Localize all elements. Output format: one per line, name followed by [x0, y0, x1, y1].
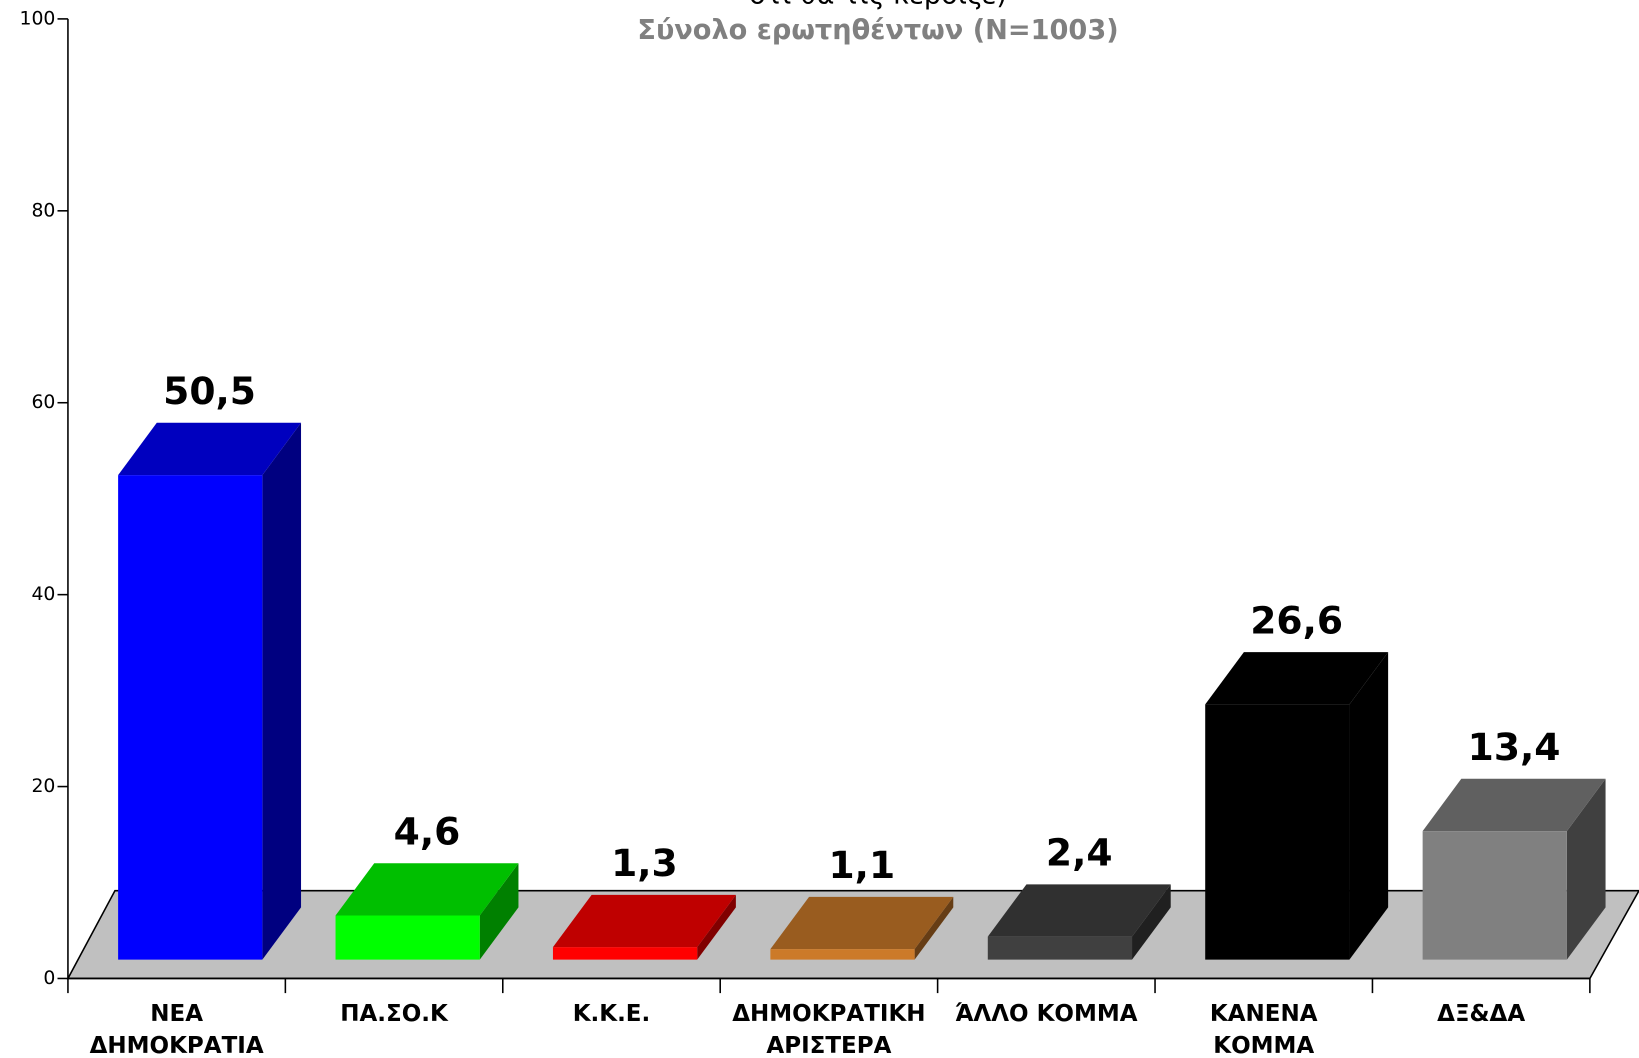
value-label: 50,5 [163, 369, 256, 413]
bar [987, 884, 1171, 960]
bar-top [118, 422, 302, 476]
bar [770, 896, 954, 960]
chart-subtitle: Σύνολο ερωτηθέντων (Ν=1003) [637, 15, 1118, 46]
bar [1205, 652, 1389, 960]
bar-front [770, 949, 915, 960]
y-tick-label: 80 [31, 200, 55, 221]
x-tick-label: ΝΕΑ ΔΗΜΟΚΡΑΤΙΑ [89, 1001, 264, 1058]
bar-top [987, 884, 1171, 937]
bar-front [118, 475, 263, 960]
value-label: 1,3 [611, 841, 678, 885]
y-tick-label: 0 [43, 968, 55, 989]
x-tick-label: ΆΛΛΟ ΚΟΜΜΑ [955, 1001, 1138, 1028]
value-label: 2,4 [1046, 831, 1113, 875]
x-tick-label: ΚΑΝΕΝΑ ΚΟΜΜΑ [1209, 1001, 1318, 1058]
bar-front [552, 947, 698, 960]
bar-side [914, 896, 954, 960]
value-label: 26,6 [1250, 598, 1343, 642]
bar-side [1132, 884, 1171, 960]
value-label: 1,1 [829, 843, 896, 887]
bar [1422, 778, 1606, 960]
x-tick-label: Κ.Κ.Ε. [572, 1001, 651, 1028]
bar-front [987, 936, 1133, 960]
bar-front [1205, 704, 1350, 960]
x-tick-label: ΔΗΜΟΚΡΑΤΙΚΗ ΑΡΙΣΤΕΡΑ [732, 1001, 926, 1058]
bar-top [552, 894, 736, 948]
x-tick-label: ΔΞ&ΔΑ [1437, 1001, 1526, 1028]
y-tick-label: 60 [31, 392, 55, 413]
y-tick-label: 100 [20, 8, 56, 29]
bar-side [697, 894, 736, 960]
x-tick-label: ΠΑ.ΣΟ.Κ [340, 1001, 448, 1028]
value-label: 4,6 [394, 809, 461, 853]
bar [335, 863, 519, 960]
y-tick-label: 40 [31, 584, 55, 605]
bar [118, 422, 302, 960]
bar-top [335, 863, 519, 916]
bar-front [335, 915, 480, 960]
bar-side [1349, 652, 1389, 960]
y-tick-label: 20 [31, 776, 55, 797]
bar-side [262, 422, 302, 960]
bar-side [479, 863, 519, 960]
bar-top [770, 896, 954, 950]
chart-title: ότι θα τις κέρδιζε) [749, 0, 1007, 10]
bar [552, 894, 736, 960]
value-label: 13,4 [1468, 725, 1561, 769]
bar-top [1205, 652, 1389, 705]
bar-front [1422, 831, 1567, 960]
bar-side [1566, 778, 1606, 960]
bar-top [1422, 778, 1606, 832]
